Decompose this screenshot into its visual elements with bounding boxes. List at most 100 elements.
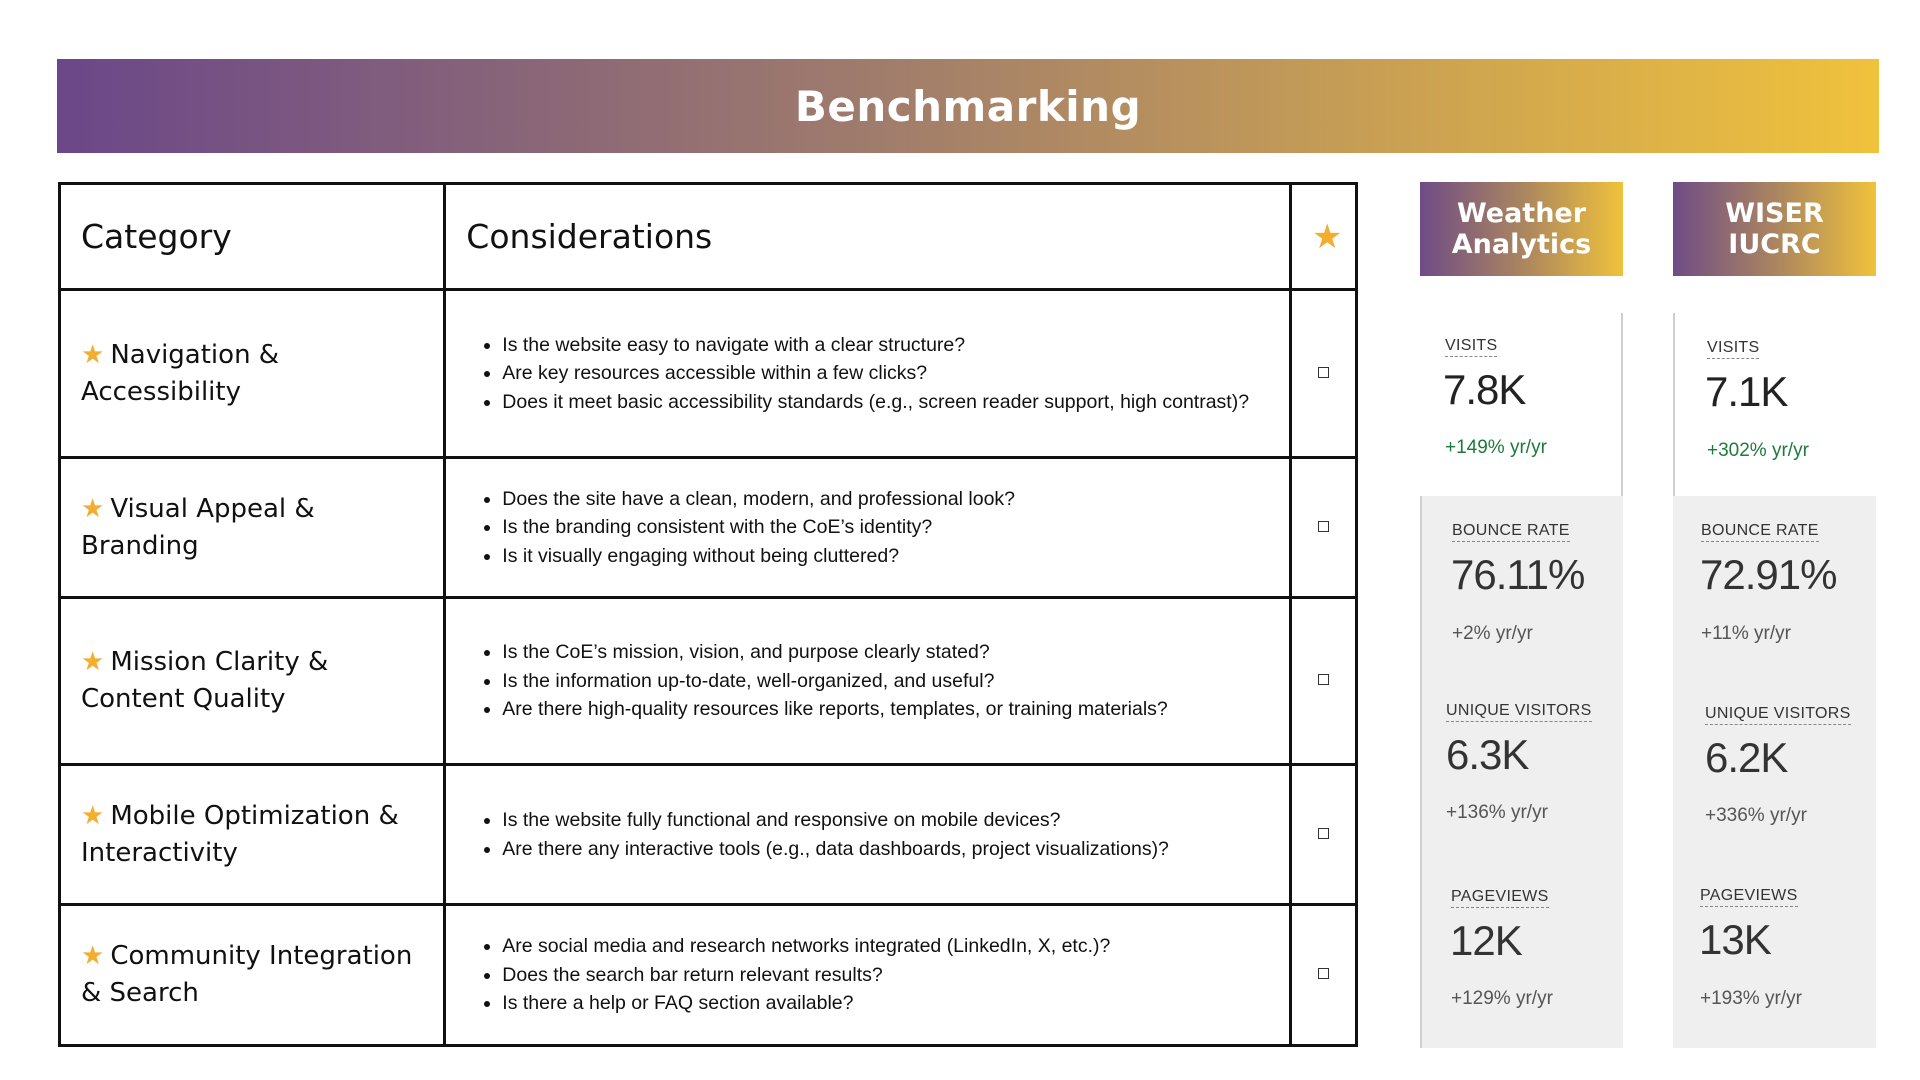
list-item: Are key resources accessible within a fe…	[502, 359, 1269, 388]
star-icon: ★	[1311, 216, 1343, 257]
list-item: Is the information up-to-date, well-orga…	[502, 667, 1269, 696]
metric-label: UNIQUE VISITORS	[1705, 705, 1851, 725]
metrics-panel-wiser-iucrc: VISITS 7.1K +302% yr/yr BOUNCE RATE 72.9…	[1673, 313, 1876, 1048]
metric-value: 6.3K	[1446, 731, 1529, 778]
metric-change: +336% yr/yr	[1705, 805, 1807, 826]
considerations-list: Does the site have a clean, modern, and …	[466, 485, 1269, 571]
metric-change: +149% yr/yr	[1445, 437, 1547, 458]
checkbox-cell	[1288, 456, 1359, 599]
metric-label: VISITS	[1707, 339, 1760, 359]
list-item: Are there high-quality resources like re…	[502, 695, 1269, 724]
site-name: Weather Analytics	[1451, 198, 1592, 260]
category-label: Community Integration & Search	[81, 941, 413, 1008]
star-icon: ★	[81, 647, 105, 677]
page-title: Benchmarking	[794, 81, 1142, 131]
metric-visits: VISITS 7.8K +149% yr/yr	[1420, 313, 1623, 496]
metric-unique-visitors: UNIQUE VISITORS 6.2K +336% yr/yr	[1673, 679, 1876, 864]
benchmark-table: Category Considerations ★ ★ Navigation & …	[57, 182, 1359, 1047]
metric-value: 12K	[1450, 917, 1523, 964]
list-item: Are there any interactive tools (e.g., d…	[502, 835, 1269, 864]
considerations-list: Are social media and research networks i…	[466, 932, 1269, 1018]
table-row: ★Community Integration & Search Are soci…	[57, 903, 1359, 1047]
metrics-gray-panel: BOUNCE RATE 76.11% +2% yr/yr UNIQUE VISI…	[1420, 496, 1623, 1048]
category-cell: ★ Community Integration & Search	[57, 903, 447, 1047]
metric-label: PAGEVIEWS	[1700, 887, 1798, 907]
metric-change: +129% yr/yr	[1451, 988, 1553, 1009]
metric-change: +136% yr/yr	[1446, 802, 1548, 823]
checkbox-icon[interactable]	[1317, 520, 1329, 532]
checkbox-icon[interactable]	[1317, 827, 1329, 839]
metric-label: UNIQUE VISITORS	[1446, 702, 1592, 722]
metric-change: +302% yr/yr	[1707, 440, 1809, 461]
list-item: Does it meet basic accessibility standar…	[502, 388, 1269, 417]
considerations-cell: Is the website easy to navigate with a c…	[443, 288, 1292, 459]
considerations-cell: Are social media and research networks i…	[443, 903, 1292, 1047]
category-header: Category	[57, 182, 447, 291]
metric-value: 6.2K	[1705, 734, 1788, 781]
metric-label: BOUNCE RATE	[1701, 522, 1819, 542]
checkbox-icon[interactable]	[1317, 968, 1329, 979]
list-item: Is the CoE’s mission, vision, and purpos…	[502, 638, 1269, 667]
list-item: Are social media and research networks i…	[502, 932, 1269, 961]
metric-label: PAGEVIEWS	[1451, 888, 1549, 908]
star-icon: ★	[81, 493, 105, 524]
site-header-weather-analytics: Weather Analytics	[1420, 182, 1623, 276]
metrics-gray-panel: BOUNCE RATE 72.91% +11% yr/yr UNIQUE VIS…	[1673, 496, 1876, 1048]
list-item: Is there a help or FAQ section available…	[502, 989, 1269, 1018]
metric-value: 76.11%	[1451, 551, 1585, 598]
considerations-cell: Is the CoE’s mission, vision, and purpos…	[443, 596, 1292, 766]
category-label: Mission Clarity & Content Quality	[81, 647, 329, 714]
checkbox-cell	[1288, 763, 1359, 906]
category-cell: ★ Mobile Optimization & Interactivity	[57, 763, 447, 906]
list-item: Does the search bar return relevant resu…	[502, 961, 1269, 990]
metric-pageviews: PAGEVIEWS 12K +129% yr/yr	[1422, 864, 1625, 1048]
site-name: WISER IUCRC	[1725, 198, 1824, 260]
category-cell: ★ Visual Appeal & Branding	[57, 456, 447, 599]
table-header-row: Category Considerations ★	[57, 182, 1359, 291]
considerations-cell: Does the site have a clean, modern, and …	[443, 456, 1292, 599]
table-row: ★Visual Appeal & Branding Does the site …	[57, 456, 1359, 599]
table-row: ★Mobile Optimization & Interactivity Is …	[57, 763, 1359, 906]
metric-label: VISITS	[1445, 337, 1498, 357]
list-item: Is the website fully functional and resp…	[502, 806, 1269, 835]
considerations-cell: Is the website fully functional and resp…	[443, 763, 1292, 906]
category-cell: ★ Navigation & Accessibility	[57, 288, 447, 459]
category-label: Navigation & Accessibility	[81, 339, 280, 407]
table-row: ★Mission Clarity & Content Quality Is th…	[57, 596, 1359, 766]
metric-change: +193% yr/yr	[1700, 988, 1802, 1009]
metric-pageviews: PAGEVIEWS 13K +193% yr/yr	[1673, 864, 1876, 1048]
metric-bounce-rate: BOUNCE RATE 72.91% +11% yr/yr	[1673, 496, 1876, 679]
star-icon: ★	[81, 800, 105, 831]
considerations-list: Is the CoE’s mission, vision, and purpos…	[466, 638, 1269, 724]
table-row: ★Navigation & Accessibility Is the websi…	[57, 288, 1359, 459]
considerations-header: Considerations	[443, 182, 1292, 291]
metric-value: 72.91%	[1700, 551, 1837, 598]
list-item: Is the website easy to navigate with a c…	[502, 331, 1269, 360]
checkbox-icon[interactable]	[1317, 366, 1329, 378]
category-label: Visual Appeal & Branding	[81, 493, 315, 561]
metric-change: +11% yr/yr	[1701, 623, 1791, 644]
list-item: Does the site have a clean, modern, and …	[502, 485, 1269, 514]
considerations-list: Is the website easy to navigate with a c…	[466, 331, 1269, 417]
checkbox-icon[interactable]	[1317, 674, 1329, 685]
considerations-list: Is the website fully functional and resp…	[466, 806, 1269, 863]
list-item: Is the branding consistent with the CoE’…	[502, 513, 1269, 542]
metric-change: +2% yr/yr	[1452, 623, 1533, 644]
metric-visits: VISITS 7.1K +302% yr/yr	[1673, 313, 1876, 496]
star-icon: ★	[81, 339, 105, 370]
title-banner: Benchmarking	[57, 59, 1879, 153]
checkbox-cell	[1288, 903, 1359, 1047]
site-header-wiser-iucrc: WISER IUCRC	[1673, 182, 1876, 276]
checkbox-cell	[1288, 288, 1359, 459]
metrics-panel-weather-analytics: VISITS 7.8K +149% yr/yr BOUNCE RATE 76.1…	[1420, 313, 1623, 1048]
list-item: Is it visually engaging without being cl…	[502, 542, 1269, 571]
rating-header: ★	[1288, 182, 1359, 291]
metric-unique-visitors: UNIQUE VISITORS 6.3K +136% yr/yr	[1422, 679, 1625, 864]
metric-value: 13K	[1699, 916, 1772, 963]
checkbox-cell	[1288, 596, 1359, 766]
star-icon: ★	[81, 941, 105, 971]
category-cell: ★ Mission Clarity & Content Quality	[57, 596, 447, 766]
metric-value: 7.1K	[1705, 368, 1788, 415]
metric-bounce-rate: BOUNCE RATE 76.11% +2% yr/yr	[1422, 496, 1625, 679]
category-label: Mobile Optimization & Interactivity	[81, 800, 399, 868]
